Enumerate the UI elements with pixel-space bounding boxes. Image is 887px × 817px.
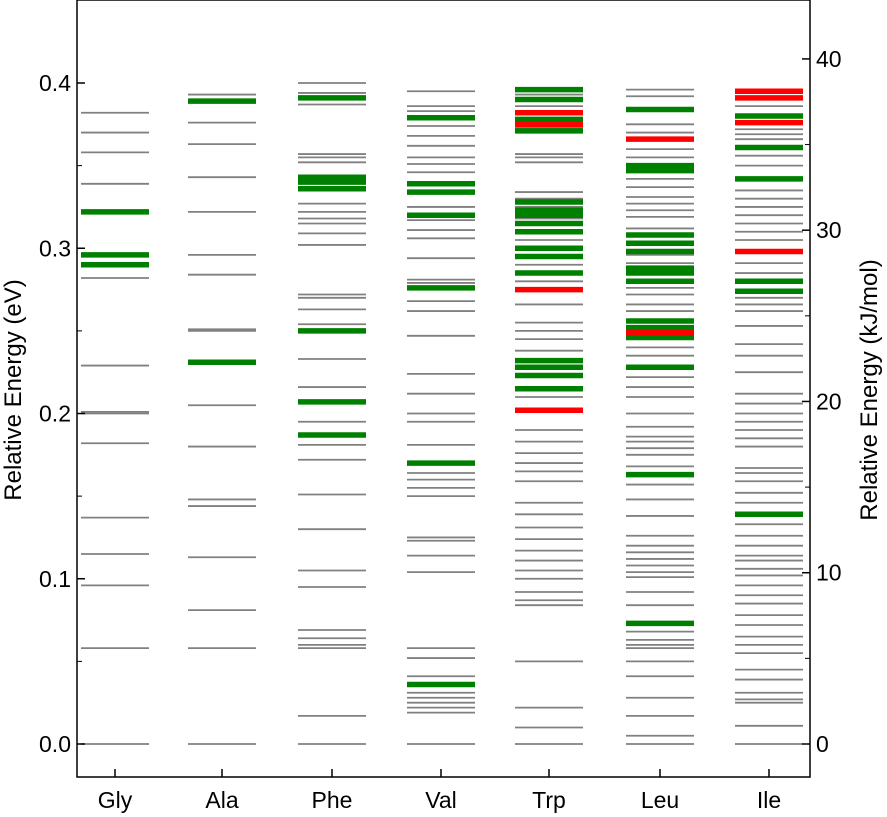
y-axis-label-right: Relative Energy (kJ/mol) — [856, 259, 883, 520]
y-tick-label-left-0: 0.0 — [39, 731, 71, 757]
y-tick-label-left-4: 0.4 — [39, 70, 71, 96]
axis-ticks: Gly Ala Phe Val Trp Leu Ile 0.0 0.1 0.2 0.3 0.4 0 10 2… — [39, 46, 842, 817]
y-tick-label-left-1: 0.1 — [39, 566, 71, 592]
x-tick-label-val: Val — [425, 787, 457, 813]
y-tick-label-right-4: 40 — [816, 46, 842, 72]
energy-levels — [81, 83, 803, 744]
x-tick-label-phe: Phe — [312, 787, 353, 813]
y-tick-label-right-0: 0 — [816, 731, 829, 757]
x-tick-label-ala: Ala — [205, 787, 238, 813]
y-tick-label-right-3: 30 — [816, 217, 842, 243]
x-tick-label-leu: Leu — [641, 787, 679, 813]
y-tick-label-left-2: 0.2 — [39, 401, 71, 427]
y-tick-label-left-3: 0.3 — [39, 235, 71, 261]
x-tick-label-ile: Ile — [757, 787, 781, 813]
y-axis-label-left: Relative Energy (eV) — [0, 279, 27, 500]
x-tick-label-gly: Gly — [98, 787, 133, 813]
y-tick-label-right-1: 10 — [816, 560, 842, 586]
y-tick-label-right-2: 20 — [816, 388, 842, 414]
x-tick-label-trp: Trp — [532, 787, 566, 813]
